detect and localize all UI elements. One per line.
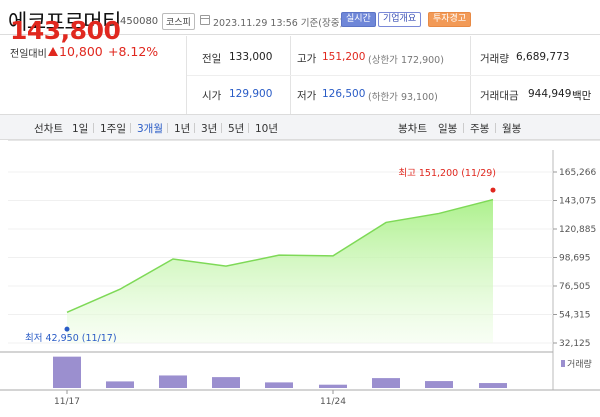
diff-label: 전일대비 — [10, 45, 47, 60]
volume-bar — [159, 375, 187, 388]
period-3y[interactable]: 3년 — [201, 121, 217, 136]
low-label: 최저 42,950 (11/17) — [25, 333, 117, 344]
low-value: 126,500 — [322, 88, 365, 100]
stock-code: 450080 — [120, 16, 158, 27]
market-badge: 코스피 — [162, 13, 195, 30]
period-3m[interactable]: 3개월 — [137, 121, 163, 136]
calendar-icon — [200, 15, 210, 25]
divider — [93, 123, 94, 133]
prev-close-value: 133,000 — [229, 51, 272, 63]
volume-bar — [425, 381, 453, 388]
low-marker — [65, 327, 70, 332]
investment-warning-badge[interactable]: 투자경고 — [428, 12, 471, 27]
diff-percent: +8.12% — [108, 44, 158, 59]
open-value: 129,900 — [229, 88, 272, 100]
trade-amount-unit: 백만 — [572, 88, 591, 103]
divider — [221, 123, 222, 133]
volume-value: 6,689,773 — [516, 51, 569, 63]
volume-legend-swatch — [561, 360, 565, 367]
open-label: 시가 — [202, 88, 221, 103]
trade-amount-label: 거래대금 — [480, 88, 519, 103]
divider — [495, 123, 496, 133]
high-value: 151,200 — [322, 51, 365, 63]
candle-chart-label: 봉차트 — [398, 121, 427, 136]
divider — [187, 75, 600, 76]
y-tick-label: 143,075 — [559, 197, 596, 207]
lower-limit: (하한가 93,100) — [368, 89, 438, 103]
y-tick-label: 76,505 — [559, 282, 591, 292]
y-tick-label: 98,695 — [559, 254, 591, 264]
y-tick-label: 32,125 — [559, 339, 591, 349]
line-chart-label: 선차트 — [34, 121, 63, 136]
divider — [167, 123, 168, 133]
price-area — [67, 200, 493, 343]
high-label: 고가 — [297, 51, 316, 66]
company-overview-button[interactable]: 기업개요 — [378, 12, 421, 27]
upper-limit: (상한가 172,900) — [368, 52, 444, 66]
volume-bar — [372, 378, 400, 388]
y-tick-label: 165,266 — [559, 168, 596, 178]
volume-bar — [212, 377, 240, 388]
divider — [463, 123, 464, 133]
chart-svg: 165,266 143,075 120,885 98,695 76,505 54,315 3… — [0, 140, 600, 413]
up-arrow-icon — [48, 47, 58, 56]
high-label: 최고 151,200 (11/29) — [398, 168, 496, 179]
volume-bar — [53, 357, 81, 388]
candle-weekly[interactable]: 주봉 — [470, 121, 489, 136]
volume-bar — [106, 381, 134, 388]
x-tick-label: 11/24 — [320, 397, 346, 407]
divider — [194, 123, 195, 133]
divider — [248, 123, 249, 133]
y-tick-label: 120,885 — [559, 225, 596, 235]
realtime-button[interactable]: 실시간 — [341, 12, 376, 27]
volume-bar — [319, 385, 347, 388]
period-1w[interactable]: 1주일 — [100, 121, 126, 136]
prev-close-label: 전일 — [202, 51, 221, 66]
volume-bar — [265, 382, 293, 388]
candle-monthly[interactable]: 월봉 — [502, 121, 521, 136]
period-1y[interactable]: 1년 — [174, 121, 190, 136]
period-10y[interactable]: 10년 — [255, 121, 278, 136]
period-5y[interactable]: 5년 — [228, 121, 244, 136]
divider — [130, 123, 131, 133]
y-tick-label: 54,315 — [559, 311, 591, 321]
volume-label: 거래량 — [480, 51, 509, 66]
candle-daily[interactable]: 일봉 — [438, 121, 457, 136]
timestamp: 2023.11.29 13:56 기준(장중) — [213, 15, 343, 29]
period-1d[interactable]: 1일 — [72, 121, 88, 136]
high-marker — [491, 188, 496, 193]
x-tick-label: 11/17 — [54, 397, 80, 407]
current-price: 143,800 — [10, 16, 120, 45]
period-toolbar: 선차트 1일 1주일 3개월 1년 3년 5년 10년 봉차트 일봉 주봉 월봉 — [0, 114, 600, 140]
diff-value: 10,800 — [59, 44, 103, 59]
price-chart: 165,266 143,075 120,885 98,695 76,505 54,315 3… — [0, 140, 600, 413]
trade-amount-value: 944,949 — [528, 88, 571, 100]
volume-legend-label: 거래량 — [567, 358, 592, 370]
volume-bar — [479, 383, 507, 388]
low-label: 저가 — [297, 88, 316, 103]
